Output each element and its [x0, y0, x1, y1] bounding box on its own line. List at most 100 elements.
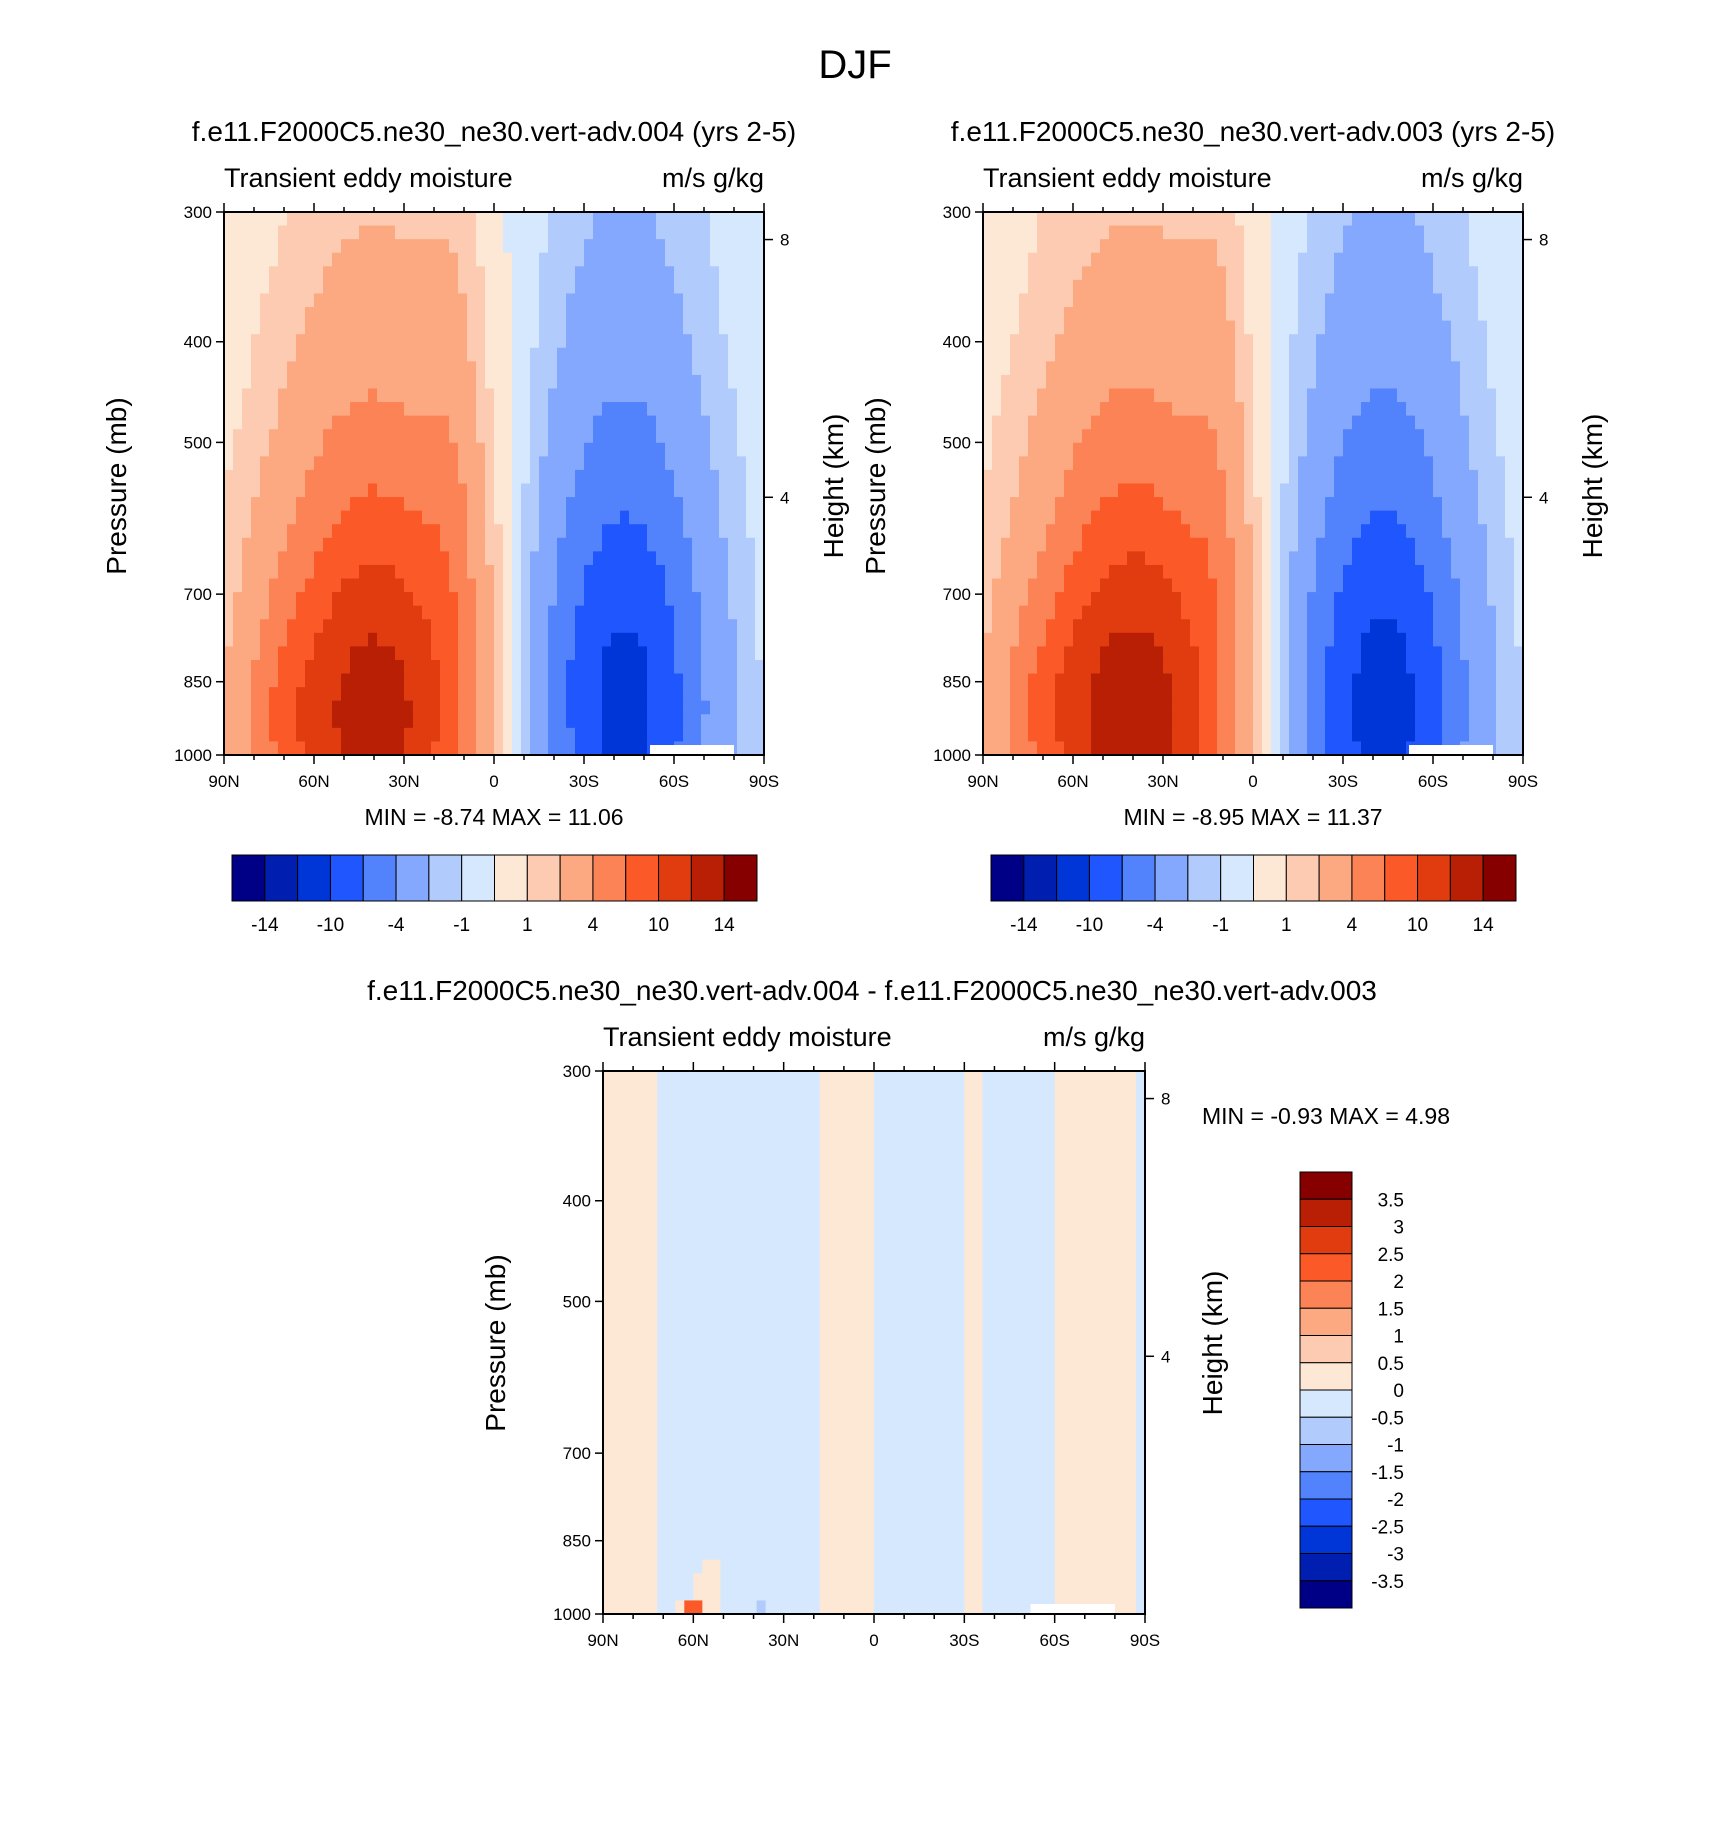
y-tick-label: 700	[184, 585, 212, 604]
field-cell	[566, 537, 576, 552]
field-cell	[1388, 293, 1398, 308]
field-cell	[620, 632, 630, 647]
field-cell	[1226, 374, 1236, 390]
field-cell	[1271, 307, 1281, 322]
field-cell	[242, 320, 252, 335]
field-cell	[1118, 225, 1128, 240]
field-cell	[1307, 510, 1317, 525]
field-cell	[260, 334, 270, 349]
field-cell	[983, 266, 993, 281]
field-cell	[1091, 659, 1101, 675]
field-cell	[305, 307, 315, 322]
field-cell	[557, 646, 567, 661]
field-cell	[1487, 293, 1497, 308]
field-cell	[1145, 212, 1155, 227]
field-cell	[503, 510, 513, 525]
field-cell	[1100, 483, 1110, 498]
field-cell	[224, 619, 234, 634]
field-cell	[1253, 632, 1263, 647]
field-cell	[1316, 388, 1326, 403]
field-cell	[422, 646, 432, 661]
field-cell	[1136, 659, 1146, 675]
field-cell	[512, 510, 522, 525]
field-cell	[413, 551, 423, 566]
field-cell	[1370, 524, 1380, 539]
field-cell	[719, 551, 729, 566]
field-cell	[431, 537, 441, 552]
field-cell	[1406, 239, 1416, 254]
field-cell	[647, 659, 657, 675]
field-cell	[278, 374, 288, 390]
main-title: DJF	[818, 43, 891, 87]
field-cell	[1325, 225, 1335, 240]
field-cell	[1334, 632, 1344, 647]
field-cell	[359, 361, 369, 376]
field-cell	[638, 592, 648, 607]
field-cell	[1433, 279, 1443, 295]
field-cell	[386, 537, 396, 552]
field-cell	[983, 361, 993, 376]
field-cell	[1010, 727, 1020, 743]
field-cell	[521, 442, 531, 457]
field-cell	[278, 578, 288, 593]
field-cell	[1361, 293, 1371, 308]
field-cell	[323, 320, 333, 335]
field-cell	[737, 334, 747, 349]
field-cell	[386, 632, 396, 647]
field-cell	[296, 415, 306, 430]
field-cell	[1028, 266, 1038, 281]
field-cell	[296, 619, 306, 634]
field-cell	[1325, 632, 1335, 647]
field-cell	[224, 741, 234, 756]
field-cell	[1361, 402, 1371, 417]
field-cell	[1019, 592, 1029, 607]
field-cell	[1334, 469, 1344, 485]
field-cell	[557, 334, 567, 349]
field-cell	[485, 334, 495, 349]
field-cell	[539, 687, 549, 702]
field-cell	[440, 673, 450, 688]
field-cell	[620, 551, 630, 566]
colorbar-tick-label: -10	[317, 915, 344, 936]
field-cell	[467, 632, 477, 647]
field-cell	[1118, 483, 1128, 498]
field-cell	[1316, 564, 1326, 580]
field-cell	[1172, 415, 1182, 430]
field-cell	[620, 510, 630, 525]
colorbar-box	[461, 854, 495, 902]
field-cell	[530, 320, 540, 335]
field-cell	[431, 320, 441, 335]
field-cell	[593, 442, 603, 457]
field-cell	[1235, 456, 1245, 471]
field-cell	[1262, 402, 1272, 417]
field-cell	[287, 687, 297, 702]
field-cell	[638, 320, 648, 335]
field-cell	[332, 673, 342, 688]
field-cell	[611, 632, 621, 647]
field-cell	[1037, 551, 1047, 566]
field-cell	[1046, 442, 1056, 457]
field-cell	[503, 307, 513, 322]
colorbar-box	[592, 854, 627, 902]
field-cell	[1496, 700, 1506, 715]
field-cell	[602, 687, 612, 702]
field-cell	[1415, 646, 1425, 661]
y-tick-label: 1000	[174, 746, 212, 765]
field-cell	[1514, 415, 1524, 430]
field-cell	[1154, 551, 1164, 566]
field-cell	[287, 442, 297, 457]
field-cell	[269, 293, 279, 308]
field-cell	[611, 564, 621, 580]
field-cell	[1388, 524, 1398, 539]
field-cell	[404, 619, 414, 634]
field-cell	[1010, 578, 1020, 593]
field-cell	[521, 551, 531, 566]
field-cell	[1415, 415, 1425, 430]
field-cell	[296, 632, 306, 647]
field-cell	[1307, 334, 1317, 349]
field-cell	[602, 510, 612, 525]
field-cell	[1505, 469, 1515, 485]
field-cell	[1010, 469, 1020, 485]
field-cell	[602, 537, 612, 552]
field-cell	[314, 293, 324, 308]
